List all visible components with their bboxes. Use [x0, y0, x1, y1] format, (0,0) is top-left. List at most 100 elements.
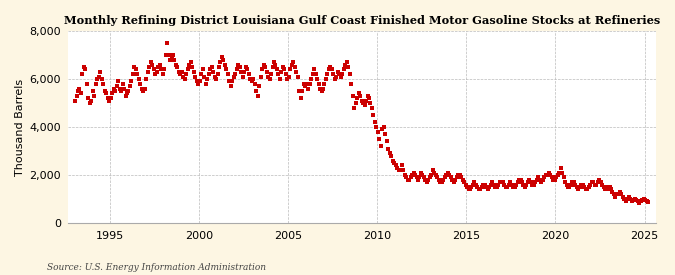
Point [219, 62, 230, 67]
Point [423, 178, 434, 182]
Point [239, 70, 250, 74]
Point [595, 180, 606, 185]
Point [209, 74, 220, 79]
Point [411, 175, 422, 180]
Point [542, 173, 553, 177]
Point [438, 178, 449, 182]
Point [312, 77, 323, 81]
Point [598, 185, 609, 189]
Point [130, 67, 141, 72]
Point [380, 132, 391, 136]
Point [249, 82, 260, 86]
Point [626, 199, 637, 204]
Point [394, 168, 404, 172]
Point [631, 198, 642, 202]
Point [245, 77, 256, 81]
Point [89, 94, 100, 98]
Point [101, 91, 111, 96]
Point [298, 82, 309, 86]
Point [352, 96, 362, 100]
Point [493, 183, 504, 187]
Point [360, 98, 371, 103]
Point [399, 173, 410, 177]
Point [223, 72, 234, 76]
Point [242, 67, 252, 72]
Point [451, 175, 462, 180]
Point [104, 98, 115, 103]
Point [446, 175, 456, 180]
Point [412, 178, 423, 182]
Point [234, 65, 245, 69]
Point [288, 60, 298, 64]
Point [115, 89, 126, 93]
Point [371, 125, 382, 129]
Point [74, 86, 85, 91]
Point [597, 183, 608, 187]
Point [300, 84, 310, 88]
Point [172, 65, 183, 69]
Point [315, 86, 325, 91]
Point [128, 72, 138, 76]
Point [477, 185, 487, 189]
Point [125, 84, 136, 88]
Point [303, 86, 314, 91]
Point [592, 180, 603, 185]
Point [529, 183, 539, 187]
Point [232, 67, 242, 72]
Point [182, 67, 193, 72]
Point [469, 180, 480, 185]
Point [120, 94, 131, 98]
Point [603, 185, 614, 189]
Point [629, 197, 640, 201]
Point [229, 74, 240, 79]
Point [107, 91, 117, 96]
Point [432, 175, 443, 180]
Point [530, 180, 541, 185]
Point [547, 178, 558, 182]
Point [177, 70, 188, 74]
Point [141, 77, 152, 81]
Point [404, 178, 414, 182]
Point [567, 180, 578, 185]
Point [462, 185, 472, 189]
Point [322, 72, 333, 76]
Point [113, 79, 124, 84]
Point [572, 185, 583, 189]
Point [353, 91, 364, 96]
Point [573, 187, 584, 192]
Point [601, 187, 612, 192]
Point [566, 183, 576, 187]
Point [594, 178, 605, 182]
Point [456, 175, 466, 180]
Point [429, 170, 439, 175]
Point [431, 173, 441, 177]
Point [294, 89, 304, 93]
Point [266, 72, 277, 76]
Point [607, 190, 618, 194]
Point [377, 127, 387, 132]
Point [614, 190, 625, 194]
Point [632, 199, 643, 204]
Point [373, 130, 383, 134]
Point [84, 101, 95, 105]
Point [588, 180, 599, 185]
Point [520, 185, 531, 189]
Point [622, 197, 632, 201]
Point [524, 178, 535, 182]
Point [362, 94, 373, 98]
Point [536, 180, 547, 185]
Point [463, 187, 474, 192]
Point [157, 72, 168, 76]
Point [71, 94, 82, 98]
Point [264, 77, 275, 81]
Point [496, 180, 507, 185]
Point [161, 41, 172, 45]
Point [190, 74, 200, 79]
Point [70, 98, 80, 103]
Point [537, 178, 548, 182]
Point [76, 91, 86, 96]
Point [587, 180, 597, 185]
Point [577, 183, 588, 187]
Point [510, 183, 521, 187]
Point [150, 72, 161, 76]
